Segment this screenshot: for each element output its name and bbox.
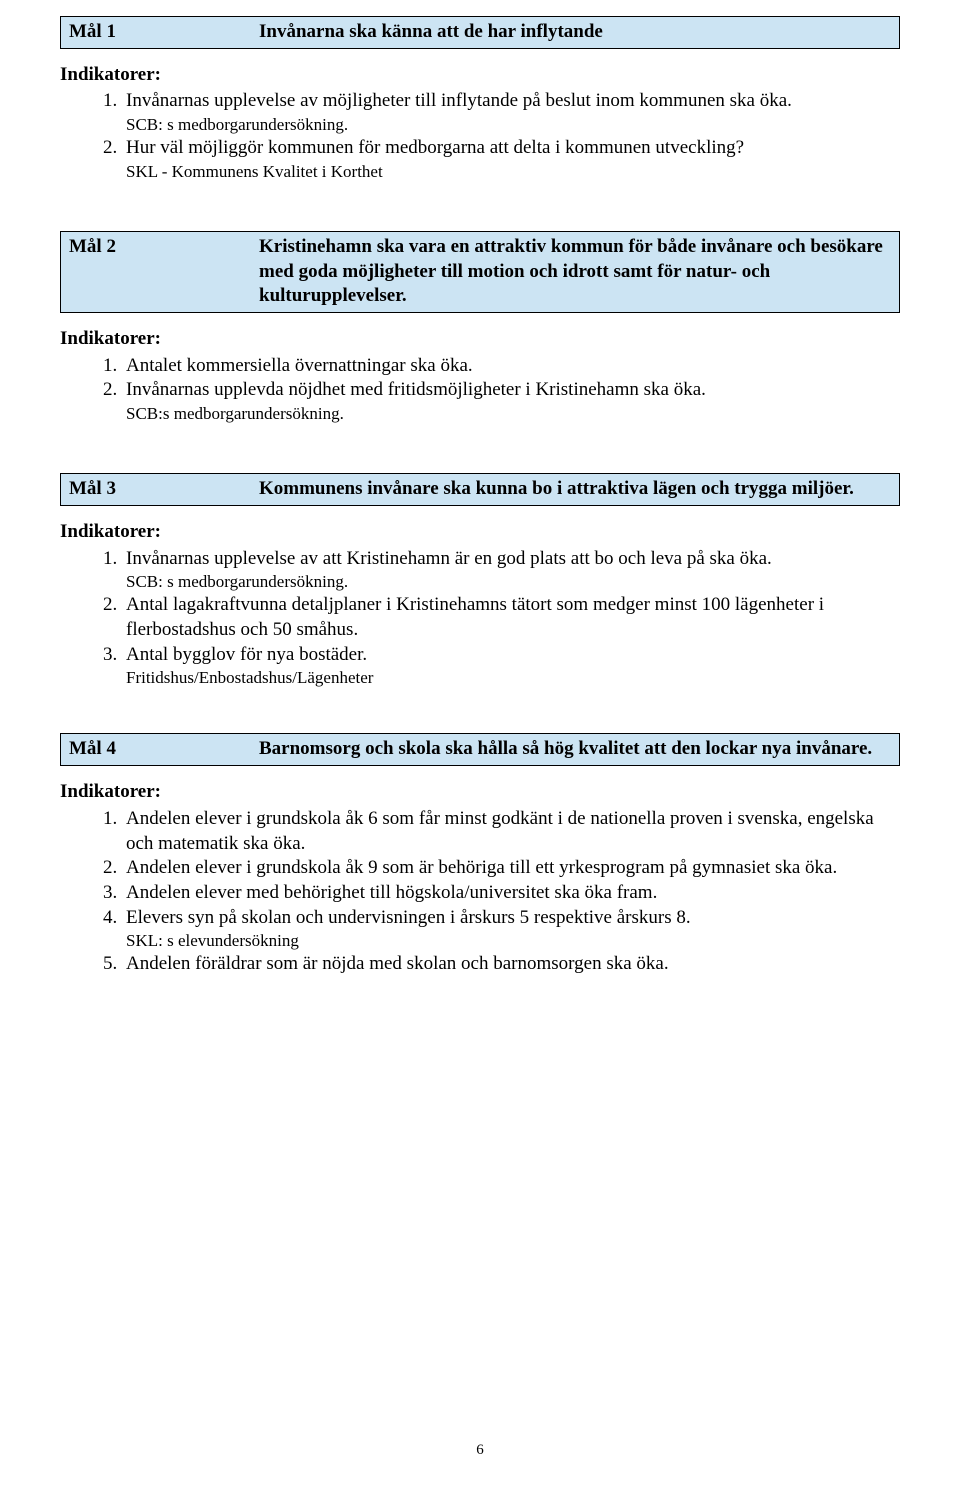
goal-2-title: Kristinehamn ska vara en attraktiv kommu… bbox=[259, 235, 891, 309]
list-item: Invånarnas upplevda nöjdhet med fritidsm… bbox=[122, 378, 900, 425]
item-text: Andelen elever i grundskola åk 6 som får… bbox=[126, 808, 874, 854]
list-item: Elevers syn på skolan och undervisningen… bbox=[122, 906, 900, 953]
goal-3-header: Mål 3 Kommunens invånare ska kunna bo i … bbox=[60, 473, 900, 506]
item-text: Elevers syn på skolan och undervisningen… bbox=[126, 907, 691, 928]
goal-1-indikatorer-label: Indikatorer: bbox=[60, 63, 900, 88]
goal-1-label: Mål 1 bbox=[69, 20, 259, 45]
goal-1-title: Invånarna ska känna att de har inflytand… bbox=[259, 20, 891, 45]
item-note: Fritidshus/Enbostadshus/Lägenheter bbox=[126, 667, 900, 689]
item-text: Antal lagakraftvunna detaljplaner i Kris… bbox=[126, 594, 824, 640]
item-note: SCB: s medborgarundersökning. bbox=[126, 114, 900, 136]
item-note: SCB:s medborgarundersökning. bbox=[126, 403, 900, 425]
page-number: 6 bbox=[0, 1441, 960, 1461]
item-text: Invånarnas upplevda nöjdhet med fritidsm… bbox=[126, 379, 706, 400]
list-item: Antal bygglov för nya bostäder.Fritidshu… bbox=[122, 643, 900, 690]
goal-3-list: Invånarnas upplevelse av att Kristineham… bbox=[60, 547, 900, 690]
goal-2-label: Mål 2 bbox=[69, 235, 259, 309]
item-note: SCB: s medborgarundersökning. bbox=[126, 571, 900, 593]
list-item: Andelen föräldrar som är nöjda med skola… bbox=[122, 952, 900, 977]
goal-1-list: Invånarnas upplevelse av möjligheter til… bbox=[60, 89, 900, 183]
list-item: Invånarnas upplevelse av att Kristineham… bbox=[122, 547, 900, 594]
goal-4-indikatorer-label: Indikatorer: bbox=[60, 780, 900, 805]
item-text: Andelen elever med behörighet till högsk… bbox=[126, 882, 657, 903]
list-item: Hur väl möjliggör kommunen för medborgar… bbox=[122, 136, 900, 183]
list-item: Invånarnas upplevelse av möjligheter til… bbox=[122, 89, 900, 136]
item-text: Invånarnas upplevelse av möjligheter til… bbox=[126, 90, 792, 111]
item-text: Antal bygglov för nya bostäder. bbox=[126, 644, 367, 665]
goal-2-list: Antalet kommersiella övernattningar ska … bbox=[60, 354, 900, 425]
list-item: Antalet kommersiella övernattningar ska … bbox=[122, 354, 900, 379]
list-item: Antal lagakraftvunna detaljplaner i Kris… bbox=[122, 593, 900, 642]
goal-4-title: Barnomsorg och skola ska hålla så hög kv… bbox=[259, 737, 891, 762]
item-text: Invånarnas upplevelse av att Kristineham… bbox=[126, 548, 772, 569]
goal-3-label: Mål 3 bbox=[69, 477, 259, 502]
goal-3-title: Kommunens invånare ska kunna bo i attrak… bbox=[259, 477, 891, 502]
list-item: Andelen elever i grundskola åk 9 som är … bbox=[122, 856, 900, 881]
item-text: Antalet kommersiella övernattningar ska … bbox=[126, 355, 473, 376]
goal-4-header: Mål 4 Barnomsorg och skola ska hålla så … bbox=[60, 733, 900, 766]
item-text: Andelen föräldrar som är nöjda med skola… bbox=[126, 953, 669, 974]
goal-4-label: Mål 4 bbox=[69, 737, 259, 762]
list-item: Andelen elever med behörighet till högsk… bbox=[122, 881, 900, 906]
goal-2-indikatorer-label: Indikatorer: bbox=[60, 327, 900, 352]
goal-4-list: Andelen elever i grundskola åk 6 som får… bbox=[60, 807, 900, 977]
goal-3-indikatorer-label: Indikatorer: bbox=[60, 520, 900, 545]
goal-1-header: Mål 1 Invånarna ska känna att de har inf… bbox=[60, 16, 900, 49]
item-text: Hur väl möjliggör kommunen för medborgar… bbox=[126, 137, 744, 158]
goal-2-header: Mål 2 Kristinehamn ska vara en attraktiv… bbox=[60, 231, 900, 313]
list-item: Andelen elever i grundskola åk 6 som får… bbox=[122, 807, 900, 856]
item-note: SKL: s elevundersökning bbox=[126, 930, 900, 952]
item-note: SKL - Kommunens Kvalitet i Korthet bbox=[126, 161, 900, 183]
item-text: Andelen elever i grundskola åk 9 som är … bbox=[126, 857, 837, 878]
